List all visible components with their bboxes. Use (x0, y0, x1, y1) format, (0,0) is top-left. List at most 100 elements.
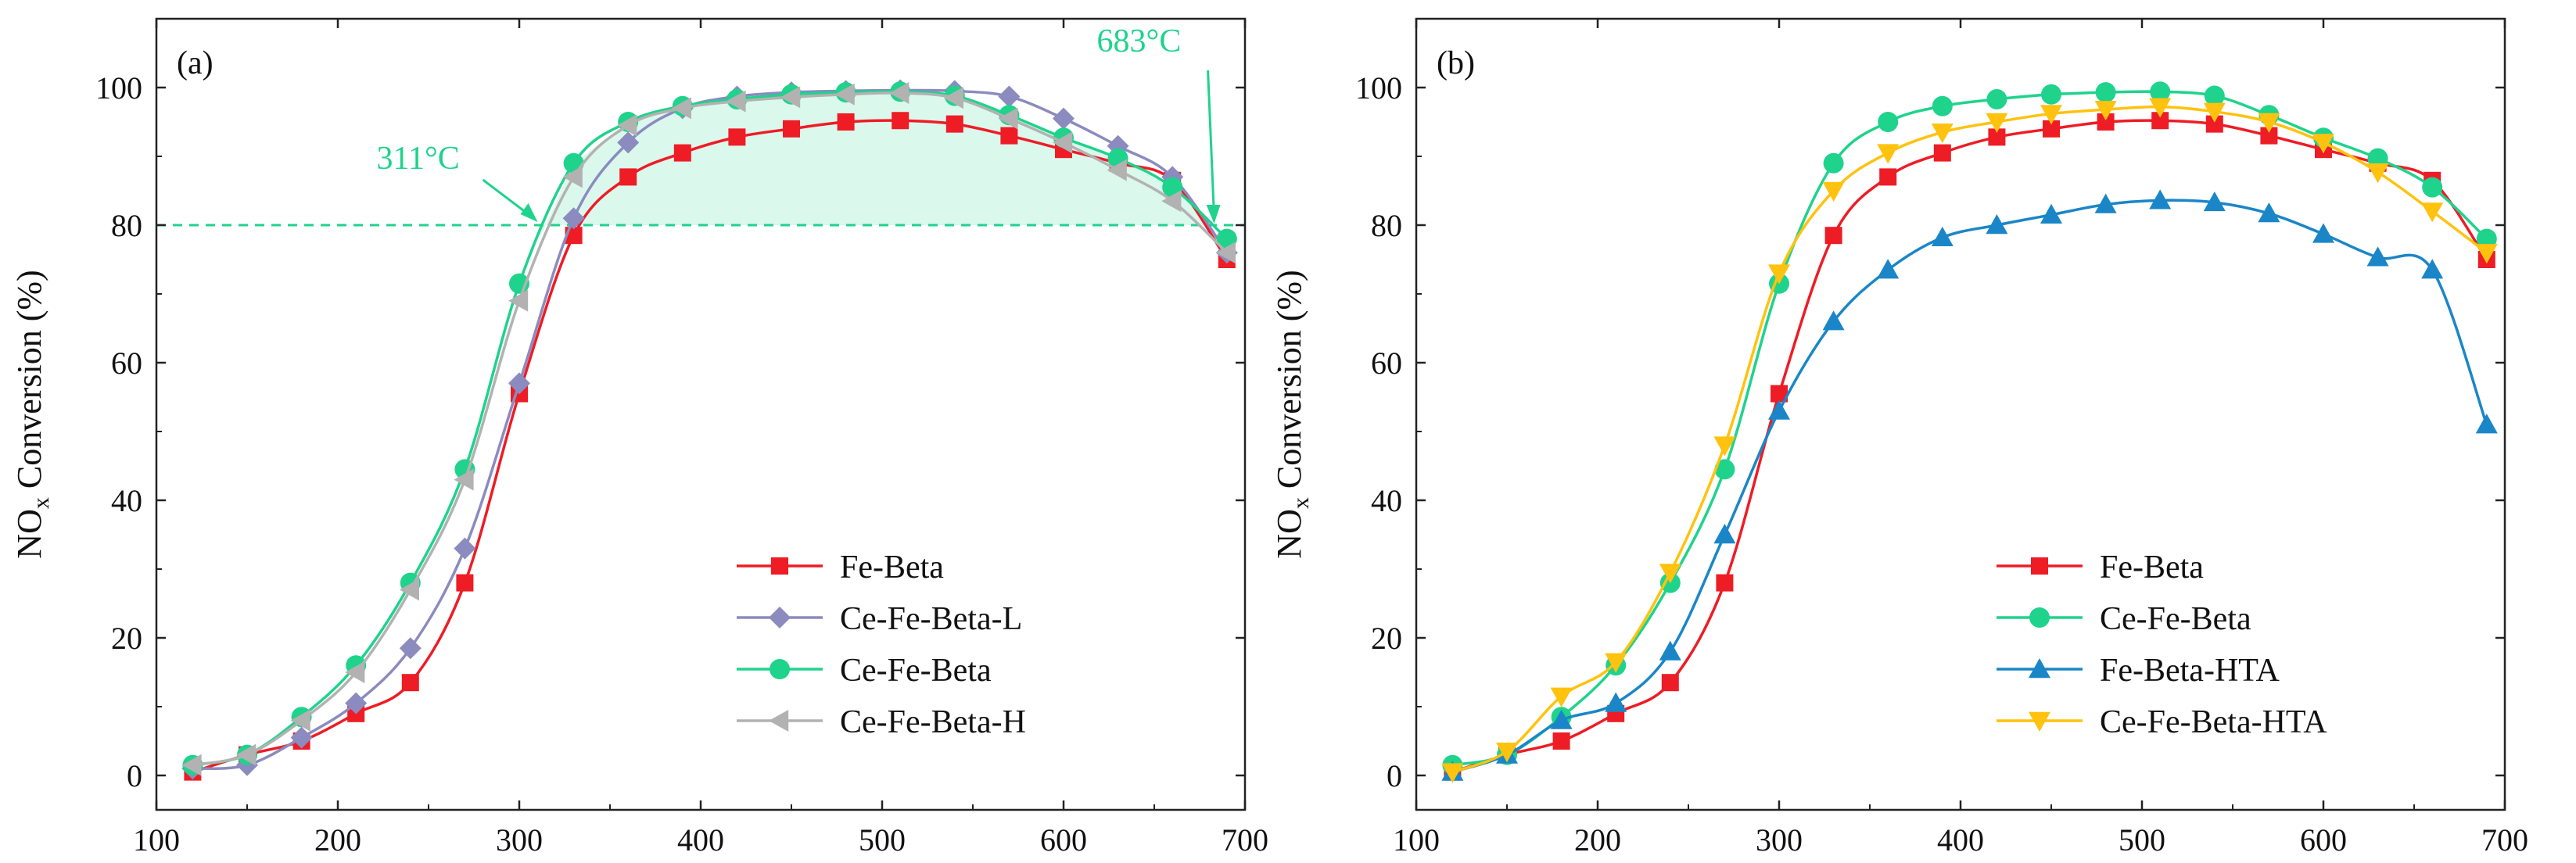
x-tick-label: 100 (133, 822, 180, 858)
data-point (619, 168, 637, 186)
legend-marker (2031, 557, 2048, 575)
x-tick-label: 300 (496, 822, 543, 858)
data-point (1714, 459, 1735, 480)
data-point (1768, 399, 1790, 420)
data-point (2475, 414, 2498, 434)
data-point (1879, 168, 1897, 186)
data-point (2095, 82, 2116, 103)
y-tick-label: 80 (1371, 208, 1402, 243)
data-point (454, 468, 474, 491)
data-point (1215, 242, 1236, 264)
legend-marker (770, 659, 790, 679)
y-tick-label: 40 (111, 483, 142, 518)
data-point (345, 692, 368, 714)
data-point (1107, 159, 1127, 181)
x-tick-label: 700 (2481, 822, 2528, 858)
series-line-ce-fe-beta (1452, 90, 2488, 767)
data-point (1822, 181, 1845, 202)
data-point (456, 574, 474, 592)
data-point (1931, 226, 1954, 247)
annotation-arrowhead (520, 203, 538, 222)
data-point (1986, 88, 2007, 109)
legend-label-ce-fe-beta-hta: Ce-Fe-Beta-HTA (2100, 704, 2327, 740)
legend-label-ce-fe-beta-l: Ce-Fe-Beta-L (840, 601, 1022, 637)
data-point (1659, 640, 1681, 661)
data-point (1933, 144, 1951, 162)
data-point (1713, 524, 1736, 544)
data-point (673, 144, 691, 162)
data-point (943, 87, 963, 109)
data-point (1441, 763, 1464, 783)
x-tick-label: 400 (1937, 822, 1984, 858)
data-point (1931, 124, 1954, 144)
data-point (834, 83, 855, 106)
x-tick-label: 400 (677, 822, 724, 858)
legend-label-ce-fe-beta: Ce-Fe-Beta (840, 653, 992, 689)
data-point (2421, 259, 2444, 279)
y-tick-label: 100 (95, 70, 142, 106)
data-point (2475, 244, 2498, 264)
series-ce-fe-beta-hta (1441, 98, 2498, 783)
data-point (892, 112, 909, 130)
legend-label-fe-beta-hta: Fe-Beta-HTA (2100, 653, 2280, 689)
x-tick-label: 500 (859, 822, 906, 858)
data-point (2366, 246, 2389, 267)
data-point (1000, 127, 1018, 145)
series-line-fe-beta-hta (1451, 199, 2488, 774)
data-point (1550, 687, 1573, 707)
series-ce-fe-beta (1442, 81, 2497, 775)
data-point (508, 289, 529, 312)
data-point (1877, 144, 1900, 164)
data-point (1161, 190, 1182, 213)
data-point (728, 128, 746, 146)
data-point (1661, 674, 1679, 692)
legend-marker (771, 557, 788, 575)
data-point (1878, 112, 1899, 132)
annotation-arrowhead (1206, 205, 1221, 224)
series-line-fe-beta (1451, 119, 2488, 774)
data-point (2040, 105, 2062, 125)
data-point (399, 578, 419, 601)
legend: Fe-Beta Ce-Fe-Beta-L Ce-Fe-Beta Ce-Fe-Beta-… (737, 550, 1026, 740)
data-point (780, 86, 801, 109)
data-point (2422, 177, 2443, 198)
y-tick-label: 60 (1371, 346, 1402, 381)
y-tick-label: 0 (127, 758, 142, 793)
data-point (2258, 202, 2280, 223)
data-point (2203, 191, 2226, 212)
y-axis-label: NOx Conversion (%) (10, 270, 54, 558)
x-tick-label: 200 (1574, 822, 1621, 858)
data-point (617, 114, 637, 137)
data-point (1824, 227, 1842, 245)
x-tick-label: 100 (1393, 822, 1440, 858)
data-point (998, 85, 1021, 108)
data-point (2204, 85, 2225, 106)
y-tick-label: 20 (1371, 621, 1402, 656)
data-point (2043, 120, 2060, 138)
y-tick-label: 40 (1371, 483, 1402, 518)
legend-marker (2029, 658, 2050, 679)
series-ce-fe-beta-h (181, 82, 1236, 776)
data-point (1053, 107, 1075, 130)
legend-marker (2029, 711, 2050, 732)
series-line-ce-fe-beta-l (192, 88, 1229, 770)
annotation-683c: 683°C (1097, 23, 1182, 59)
legend-label-fe-beta: Fe-Beta (2100, 550, 2204, 585)
data-point (1713, 436, 1736, 457)
y-tick-label: 0 (1387, 758, 1402, 793)
x-tick-label: 200 (314, 822, 361, 858)
data-point (562, 166, 583, 188)
y-tick-label: 60 (111, 346, 142, 381)
data-point (1822, 310, 1845, 331)
data-point (1771, 385, 1788, 403)
x-tick-label: 500 (2119, 822, 2165, 858)
data-point (1986, 214, 2008, 235)
data-point (1877, 259, 1900, 279)
data-point (1988, 128, 2006, 146)
data-point (889, 82, 909, 105)
data-point (1496, 743, 1518, 763)
data-point (726, 90, 746, 113)
data-point (454, 537, 476, 560)
data-point (1823, 152, 1844, 174)
data-point (2097, 113, 2115, 131)
